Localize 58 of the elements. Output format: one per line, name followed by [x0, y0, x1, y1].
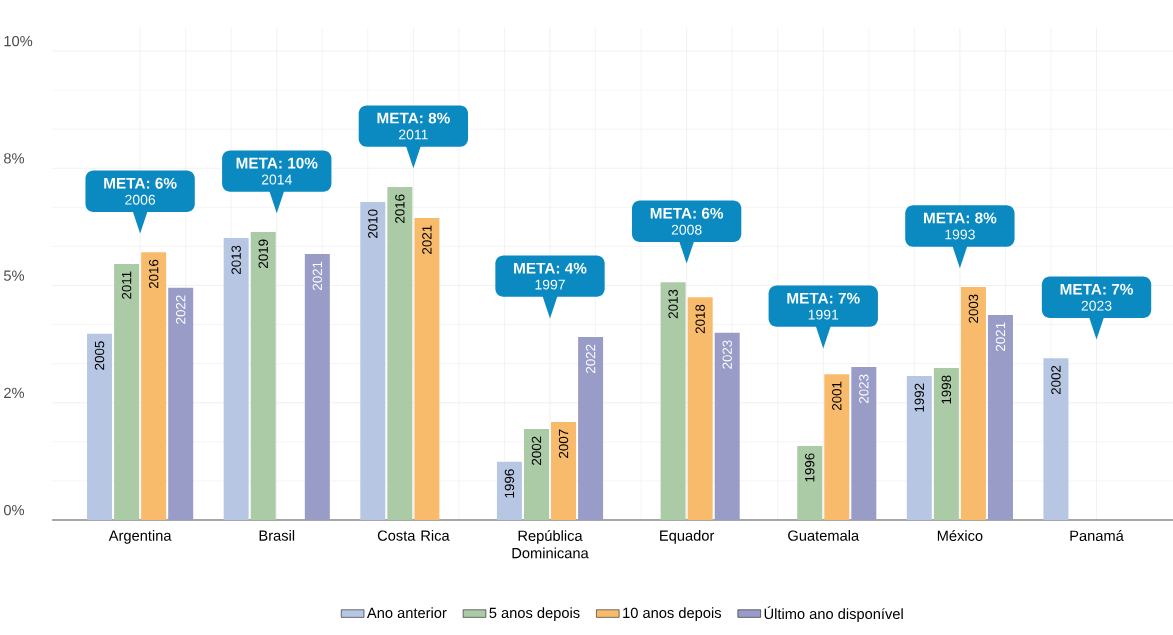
x-tick-label: República Dominicana	[512, 530, 589, 559]
annotation: 2022	[175, 295, 186, 324]
annotation: 2002	[531, 436, 542, 465]
annotation: META: 7%	[1060, 283, 1133, 295]
annotation: META: 8%	[924, 212, 997, 224]
legend-label: 10 anos depois	[623, 607, 722, 621]
y-tick-label: 8%	[4, 153, 25, 164]
annotation: 1996	[504, 469, 515, 498]
legend-label: Ano anterior	[366, 607, 447, 619]
annotation: 1997	[535, 279, 565, 290]
y-tick-label: 5%	[3, 270, 25, 281]
annotation: 2021	[422, 225, 432, 254]
x-tick-label: Costa Rica	[377, 530, 450, 541]
legend-label: 5 anos depois	[489, 607, 580, 621]
annotation: 2001	[832, 381, 842, 411]
annotation: 2023	[1081, 300, 1112, 311]
annotation: 2011	[121, 271, 132, 299]
annotation: 1996	[805, 453, 815, 482]
annotation: 2006	[125, 194, 156, 205]
annotation: META: 10%	[236, 157, 318, 169]
annotation: META: 6%	[650, 207, 724, 219]
annotation: 2018	[695, 304, 705, 334]
annotation: 2019	[258, 239, 268, 268]
annotation: 2021	[312, 261, 323, 290]
annotation: META: 4%	[514, 262, 587, 274]
annotation: 2016	[148, 259, 159, 289]
annotation: 1992	[914, 383, 925, 412]
annotation: META: 7%	[787, 292, 860, 304]
annotation: META: 6%	[104, 177, 177, 189]
annotation: 2016	[395, 194, 405, 223]
annotation: 1993	[945, 229, 975, 240]
annotation: 2002	[1051, 365, 1061, 395]
annotation: 2007	[558, 429, 569, 458]
x-tick-label: Brasil	[259, 530, 295, 541]
x-tick-label: Equador	[660, 530, 715, 544]
x-tick-label: México	[937, 530, 983, 541]
x-tick-label: Argentina	[108, 530, 172, 544]
x-tick-label: Guatemala	[788, 530, 860, 541]
y-tick-label: 10%	[4, 35, 33, 47]
legend-label: Último ano disponível	[764, 606, 903, 622]
annotation: 2013	[231, 245, 241, 275]
annotation: 2010	[368, 209, 378, 238]
y-tick-label: 2%	[4, 387, 25, 399]
annotation: 2023	[859, 374, 869, 404]
y-tick-label: 0%	[3, 504, 25, 516]
annotation: 1991	[808, 309, 839, 320]
annotation: 2022	[585, 344, 596, 374]
annotation: 2021	[995, 322, 1006, 351]
annotation: 2005	[94, 341, 105, 370]
annotation: 2023	[722, 340, 732, 369]
x-tick-label: Panamá	[1070, 530, 1124, 541]
annotation: 1998	[941, 375, 952, 404]
annotation: 2011	[399, 129, 428, 140]
annotation: 2008	[671, 224, 702, 235]
annotation: META: 8%	[377, 112, 450, 124]
annotation: 2003	[968, 294, 979, 323]
annotation: 2014	[261, 174, 292, 185]
annotation: 2013	[668, 289, 678, 319]
